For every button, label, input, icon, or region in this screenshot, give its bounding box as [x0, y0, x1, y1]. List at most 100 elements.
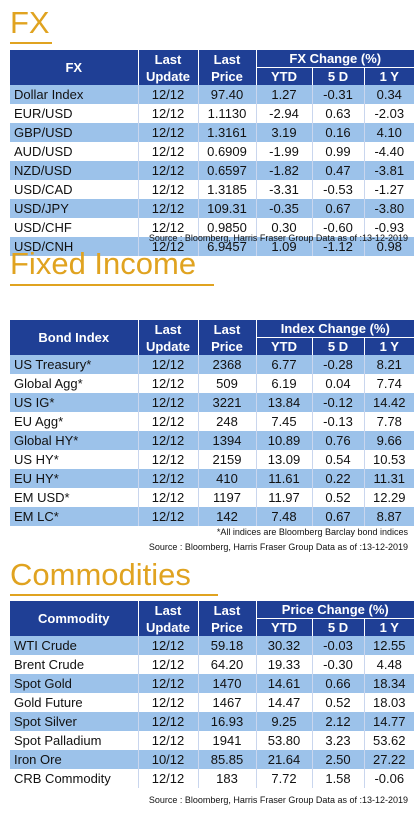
ytd-change-cell: 3.19	[256, 123, 313, 142]
row-name-cell: Iron Ore	[10, 750, 139, 769]
fixed-income-source: Source : Bloomberg, Harris Fraser Group …	[148, 542, 408, 552]
fi-header-change-group: Index Change (%)	[256, 320, 415, 338]
5d-change-cell: 0.63	[312, 104, 365, 123]
ytd-change-cell: 14.61	[256, 674, 313, 693]
table-row: EU HY* 12/12 410 11.61 0.22 11.31	[10, 469, 415, 488]
last-update-cell: 12/12	[138, 431, 199, 450]
5d-change-cell: -0.53	[312, 180, 365, 199]
last-update-cell: 12/12	[138, 469, 199, 488]
fx-table: FX Last Update Last Price FX Change (%) …	[10, 50, 415, 256]
last-price-cell: 1941	[198, 731, 257, 750]
1y-change-cell: 4.48	[376, 656, 402, 672]
fixed-income-title-underline	[10, 284, 214, 286]
5d-change-cell: 0.67	[312, 199, 365, 218]
last-price-cell: 3221	[198, 393, 257, 412]
ytd-change-cell: -1.82	[256, 161, 313, 180]
5d-change-cell: -0.30	[312, 655, 365, 674]
1y-change-cell: 10.53	[372, 451, 406, 467]
commodities-title-underline	[10, 594, 218, 596]
ytd-change-cell: 0.30	[256, 218, 313, 237]
table-row: USD/CNH 12/12 6.9457 1.09 -1.12 0.98	[10, 237, 415, 256]
table-row: WTI Crude 12/12 59.18 30.32 -0.03 12.55	[10, 636, 415, 655]
table-row: US Treasury* 12/12 2368 6.77 -0.28 8.21	[10, 355, 415, 374]
last-price-cell: 109.31	[198, 199, 257, 218]
last-update-cell: 12/12	[138, 693, 199, 712]
1y-change-cell: 18.34	[364, 674, 415, 693]
table-row: Brent Crude 12/12 64.20 19.33 -0.30 4.48	[10, 655, 414, 674]
last-update-cell: 12/12	[138, 636, 199, 655]
last-price-cell: 2159	[198, 450, 257, 469]
last-update-cell: 12/12	[138, 355, 199, 374]
5d-change-cell: 0.54	[312, 450, 365, 469]
1y-change-cell: 7.74	[376, 375, 402, 391]
ytd-change-cell: 13.84	[256, 393, 313, 412]
last-price-cell: 59.18	[198, 636, 257, 655]
last-price-cell: 6.9457	[198, 237, 257, 256]
row-name-cell: Spot Palladium	[10, 731, 139, 750]
last-price-cell: 64.20	[198, 655, 257, 674]
fi-header-last-update: Last Update	[138, 320, 199, 355]
row-name-cell: Dollar Index	[10, 85, 139, 104]
ytd-change-cell: 11.97	[256, 488, 313, 507]
5d-change-cell: 0.47	[312, 161, 365, 180]
last-price-cell: 1.3161	[198, 123, 257, 142]
5d-change-cell: 0.67	[312, 507, 365, 526]
last-update-cell: 12/12	[138, 488, 199, 507]
ytd-change-cell: 7.45	[256, 412, 313, 431]
commodity-header-last-price: Last Price	[198, 601, 257, 636]
1y-change-cell: 12.29	[372, 489, 406, 505]
commodity-header-ytd: YTD	[256, 618, 313, 636]
last-price-cell: 97.40	[198, 85, 257, 104]
last-price-cell: 410	[198, 469, 257, 488]
fixed-income-table-body: US Treasury* 12/12 2368 6.77 -0.28 8.21 Global…	[10, 355, 415, 526]
fi-header-1y: 1 Y	[364, 337, 415, 355]
fx-header-change-group: FX Change (%)	[256, 50, 415, 68]
row-name-cell: USD/CHF	[10, 218, 139, 237]
row-name-cell: Brent Crude	[10, 655, 139, 674]
table-row: Gold Future 12/12 1467 14.47 0.52 18.03	[10, 693, 414, 712]
row-name-cell: WTI Crude	[10, 636, 139, 655]
table-row: Spot Palladium 12/12 1941 53.80 3.23 53.62	[10, 731, 414, 750]
row-name-cell: EM USD*	[10, 488, 139, 507]
ytd-change-cell: 53.80	[256, 731, 313, 750]
table-row: NZD/USD 12/12 0.6597 -1.82 0.47 -3.81	[10, 161, 415, 180]
last-update-cell: 12/12	[138, 161, 199, 180]
table-row: GBP/USD 12/12 1.3161 3.19 0.16 4.10	[10, 123, 415, 142]
1y-change-cell: -2.03	[374, 105, 405, 121]
fixed-income-table: Bond Index Last Update Last Price Index …	[10, 320, 415, 526]
commodities-section-title: Commodities	[10, 557, 191, 592]
last-update-cell: 12/12	[138, 450, 199, 469]
fixed-income-section-title: Fixed Income	[10, 246, 197, 281]
last-update-cell: 12/12	[138, 237, 199, 256]
last-update-cell: 12/12	[138, 123, 199, 142]
last-update-cell: 12/12	[138, 674, 199, 693]
1y-change-cell: 8.21	[364, 355, 415, 374]
commodity-header-5d: 5 D	[312, 618, 365, 636]
table-row: Global HY* 12/12 1394 10.89 0.76 9.66	[10, 431, 415, 450]
ytd-change-cell: 30.32	[256, 636, 313, 655]
last-price-cell: 1467	[198, 693, 257, 712]
row-name-cell: GBP/USD	[10, 123, 139, 142]
commodities-source: Source : Bloomberg, Harris Fraser Group …	[148, 795, 408, 805]
row-name-cell: EU HY*	[10, 469, 139, 488]
1y-change-cell: -0.93	[374, 219, 405, 235]
last-price-cell: 1197	[198, 488, 257, 507]
last-update-cell: 10/12	[138, 750, 199, 769]
table-row: EUR/USD 12/12 1.1130 -2.94 0.63 -2.03	[10, 104, 414, 123]
row-name-cell: Spot Silver	[10, 712, 139, 731]
last-update-cell: 12/12	[138, 142, 199, 161]
row-name-cell: USD/CAD	[10, 180, 139, 199]
commodities-table: Commodity Last Update Last Price Price C…	[10, 601, 415, 788]
last-update-cell: 12/12	[138, 769, 199, 788]
1y-change-cell: 14.42	[364, 393, 415, 412]
last-update-cell: 12/12	[138, 85, 199, 104]
table-row: Spot Gold 12/12 1470 14.61 0.66 18.34	[10, 674, 415, 693]
row-name-cell: Global Agg*	[10, 374, 139, 393]
5d-change-cell: 1.58	[312, 769, 365, 788]
5d-change-cell: -0.13	[312, 412, 365, 431]
last-update-cell: 12/12	[138, 393, 199, 412]
last-update-cell: 12/12	[138, 731, 199, 750]
table-row: USD/CAD 12/12 1.3185 -3.31 -0.53 -1.27	[10, 180, 414, 199]
table-row: USD/CHF 12/12 0.9850 0.30 -0.60 -0.93	[10, 218, 414, 237]
last-update-cell: 12/12	[138, 218, 199, 237]
